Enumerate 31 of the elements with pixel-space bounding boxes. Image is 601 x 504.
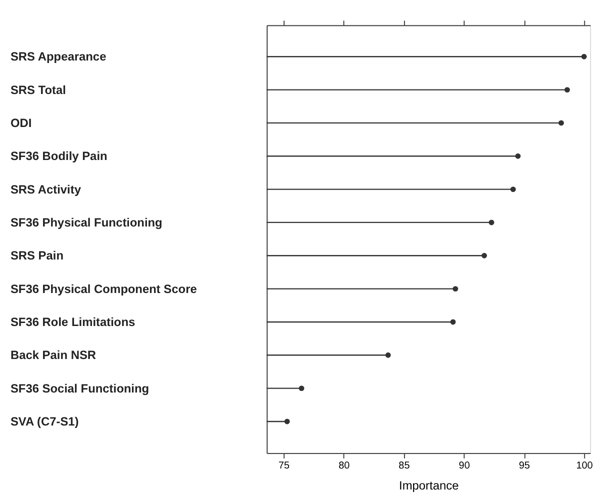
y-tick-label: SVA (C7-S1) bbox=[10, 414, 79, 428]
y-tick-label: SF36 Social Functioning bbox=[10, 381, 150, 396]
point bbox=[515, 153, 521, 159]
point bbox=[581, 54, 587, 60]
x-tick-label: 85 bbox=[398, 460, 410, 472]
y-tick-label: ODI bbox=[10, 116, 32, 130]
y-tick-label: SRS Appearance bbox=[10, 50, 107, 64]
point bbox=[284, 418, 290, 424]
x-axis-title: Importance bbox=[399, 478, 460, 492]
x-tick-label: 75 bbox=[278, 460, 290, 472]
y-tick-label: SRS Pain bbox=[10, 248, 64, 263]
y-tick-label: SRS Activity bbox=[10, 182, 82, 196]
point bbox=[488, 220, 494, 226]
point bbox=[558, 120, 564, 126]
point bbox=[564, 87, 570, 93]
point bbox=[482, 252, 487, 258]
y-tick-label: SRS Total bbox=[10, 82, 66, 97]
point bbox=[385, 352, 391, 358]
x-tick-label: 90 bbox=[458, 460, 470, 472]
point bbox=[510, 186, 516, 192]
y-tick-label: Back Pain NSR bbox=[10, 348, 96, 362]
y-tick-label: SF36 Role Limitations bbox=[10, 314, 136, 329]
point bbox=[450, 319, 456, 325]
y-tick-label: SF36 Physical Functioning bbox=[10, 215, 162, 230]
x-tick-label: 80 bbox=[338, 460, 350, 472]
y-tick-label: SF36 Bodily Pain bbox=[10, 149, 108, 164]
point bbox=[452, 286, 458, 292]
point bbox=[298, 386, 304, 392]
y-tick-label: SF36 Physical Component Score bbox=[10, 282, 198, 296]
x-tick-label: 95 bbox=[518, 460, 530, 472]
x-tick-label: 100 bbox=[576, 460, 594, 472]
